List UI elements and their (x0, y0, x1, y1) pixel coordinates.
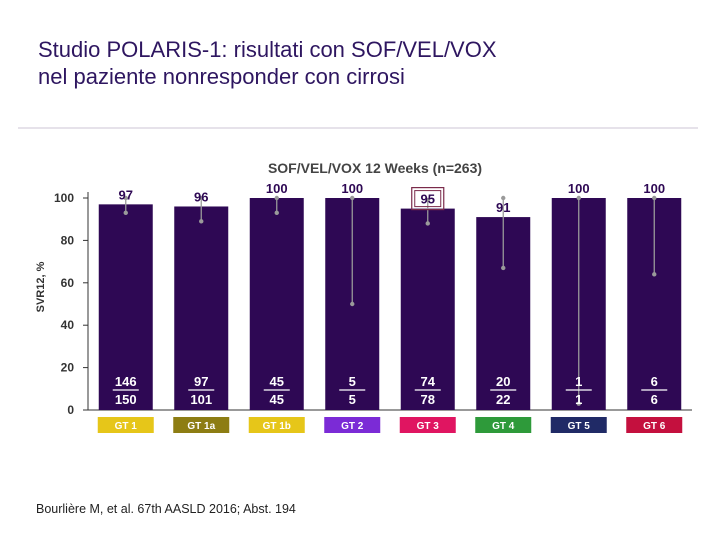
numerator-label: 5 (349, 374, 356, 389)
error-bar-upper-cap (350, 195, 355, 201)
numerator-label: 20 (496, 374, 510, 389)
category-label: GT 1a (187, 421, 215, 432)
category-label: GT 1b (263, 421, 291, 432)
data-label: 100 (266, 181, 288, 196)
category-label: GT 2 (341, 421, 364, 432)
error-bar-lower-cap (123, 210, 128, 216)
error-bar-upper-cap (501, 195, 506, 201)
error-bar-upper-cap (199, 195, 204, 201)
error-bar-upper-cap (425, 197, 430, 203)
error-bar-upper-cap (274, 195, 279, 201)
category-label: GT 4 (492, 421, 515, 432)
bar-gt-3 (400, 208, 455, 410)
error-bar-lower-cap (576, 401, 581, 406)
error-bar-lower-cap (274, 210, 279, 216)
category-box (626, 417, 683, 433)
slide-title: Studio POLARIS-1: risultati con SOF/VEL/… (38, 36, 678, 90)
error-bar-lower-cap (652, 272, 657, 277)
slide-title-line2: nel paziente nonresponder con cirrosi (38, 64, 405, 89)
denominator-label: 101 (190, 392, 212, 407)
category-label: GT 3 (417, 421, 440, 432)
denominator-label: 5 (349, 392, 356, 407)
y-axis-label: SVR12, % (35, 261, 47, 312)
category-box (97, 417, 154, 433)
y-tick-label: 100 (54, 191, 74, 205)
denominator-label: 45 (270, 392, 284, 407)
category-box (173, 417, 230, 433)
data-label: 100 (568, 181, 590, 196)
category-box (248, 417, 305, 433)
data-label: 96 (194, 189, 208, 204)
category-label: GT 5 (568, 421, 591, 432)
data-label: 97 (119, 187, 133, 202)
chart-title: SOF/VEL/VOX 12 Weeks (n=263) (268, 160, 482, 176)
y-tick-label: 80 (61, 233, 75, 247)
category-box (324, 417, 381, 433)
error-bar-lower-cap (350, 301, 355, 307)
citation: Bourlière M, et al. 67th AASLD 2016; Abs… (36, 502, 296, 516)
denominator-label: 1 (575, 392, 582, 407)
highlight-box-outer (411, 187, 445, 211)
category-label: GT 1 (115, 421, 138, 432)
slide-title-line1: Studio POLARIS-1: risultati con SOF/VEL/… (38, 37, 497, 62)
error-bar-upper-cap (576, 195, 581, 201)
bar-gt-1b (249, 198, 304, 410)
category-box (399, 417, 456, 433)
error-bar-lower-cap (199, 219, 204, 224)
numerator-label: 74 (421, 374, 436, 389)
data-label: 95 (421, 192, 435, 207)
y-tick-label: 60 (61, 276, 75, 290)
denominator-label: 22 (496, 392, 510, 407)
bar-gt-1 (98, 204, 153, 410)
title-divider (18, 127, 698, 129)
category-box (475, 417, 532, 433)
y-tick-label: 20 (61, 361, 75, 375)
denominator-label: 6 (651, 392, 658, 407)
data-label: 100 (643, 181, 665, 196)
highlight-box-inner (414, 190, 442, 208)
numerator-label: 6 (651, 374, 658, 389)
numerator-label: 45 (270, 374, 284, 389)
error-bar-upper-cap (123, 195, 128, 201)
y-tick-label: 40 (61, 318, 75, 332)
category-label: GT 6 (643, 421, 666, 432)
error-bar-lower-cap (425, 221, 430, 226)
denominator-label: 78 (421, 392, 435, 407)
numerator-label: 97 (194, 374, 208, 389)
y-tick-label: 0 (67, 403, 74, 417)
error-bar-lower-cap (501, 265, 506, 271)
data-label: 91 (496, 200, 510, 215)
numerator-label: 146 (115, 374, 137, 389)
bar-gt-1a (174, 206, 229, 410)
category-box (550, 417, 607, 433)
numerator-label: 1 (575, 374, 582, 389)
denominator-label: 150 (115, 392, 137, 407)
data-label: 100 (341, 181, 363, 196)
error-bar-upper-cap (652, 195, 657, 201)
